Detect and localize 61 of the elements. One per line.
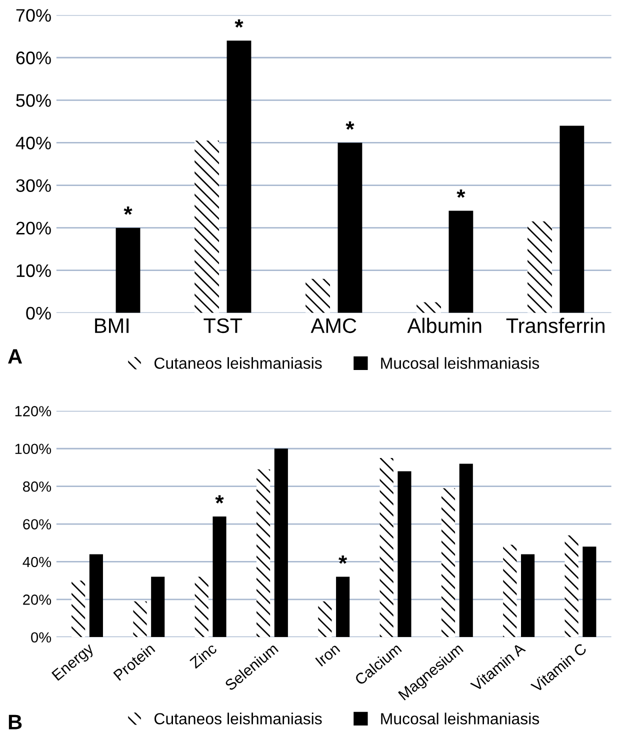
- bar: [582, 546, 596, 638]
- annotation: *: [215, 495, 224, 504]
- bar: [274, 448, 288, 638]
- annotation: *: [346, 121, 354, 130]
- bar: [521, 554, 535, 638]
- bar: [380, 458, 394, 638]
- legend-label: Mucosal leishmaniasis: [381, 357, 540, 369]
- bar: [194, 576, 208, 638]
- y-tick-label: 20%: [16, 222, 51, 235]
- y-tick-label: 100%: [15, 444, 52, 454]
- x-tick-label: Iron: [315, 643, 340, 667]
- bar: [564, 535, 578, 638]
- bar: [116, 228, 140, 313]
- legend-label: Mucosal leishmaniasis: [381, 712, 540, 724]
- y-tick-label: 120%: [15, 406, 52, 416]
- legend-label: Cutaneos leishmaniasis: [154, 357, 322, 369]
- annotation: *: [338, 556, 348, 564]
- text: B: [8, 714, 22, 730]
- y-tick-label: 60%: [23, 519, 52, 530]
- bar: [306, 278, 330, 313]
- bar: [151, 576, 165, 638]
- x-tick-label: Albumin: [407, 318, 482, 334]
- annotation: *: [234, 19, 244, 28]
- bar: [336, 576, 350, 638]
- bar: [256, 469, 270, 638]
- bar: [448, 210, 474, 313]
- legend-label: Cutaneos leishmaniasis: [154, 712, 322, 724]
- y-tick-label: 0%: [26, 306, 51, 320]
- y-tick-label: 0%: [31, 632, 52, 643]
- x-tick-label: AMC: [310, 318, 356, 334]
- bar: [72, 580, 86, 638]
- x-tick-label: Transferrin: [506, 318, 604, 334]
- bar: [89, 554, 103, 638]
- bar: [318, 601, 332, 638]
- x-tick-label: BMI: [95, 318, 129, 333]
- text: A: [8, 349, 22, 364]
- bar: [560, 126, 584, 313]
- bar: [133, 601, 147, 638]
- y-tick-label: 80%: [23, 481, 52, 492]
- bar: [398, 471, 412, 638]
- y-tick-label: 10%: [16, 264, 51, 278]
- bar: [459, 464, 473, 638]
- y-tick-label: 70%: [16, 9, 51, 22]
- bar: [212, 516, 226, 638]
- x-tick-label: Zinc: [188, 642, 218, 669]
- bar: [441, 488, 456, 638]
- y-tick-label: 60%: [16, 52, 51, 64]
- bar: [194, 140, 220, 313]
- y-tick-label: 50%: [16, 94, 51, 107]
- y-tick-label: 40%: [22, 556, 52, 568]
- bar: [226, 40, 252, 313]
- bar: [416, 302, 441, 313]
- bar: [528, 221, 552, 313]
- y-tick-label: 20%: [23, 594, 52, 605]
- bar: [338, 142, 362, 313]
- y-tick-label: 30%: [16, 179, 51, 192]
- x-tick-label: TST: [204, 318, 242, 334]
- bar: [503, 544, 517, 638]
- y-tick-label: 40%: [16, 136, 51, 150]
- annotation: *: [456, 190, 466, 198]
- annotation: *: [124, 206, 132, 215]
